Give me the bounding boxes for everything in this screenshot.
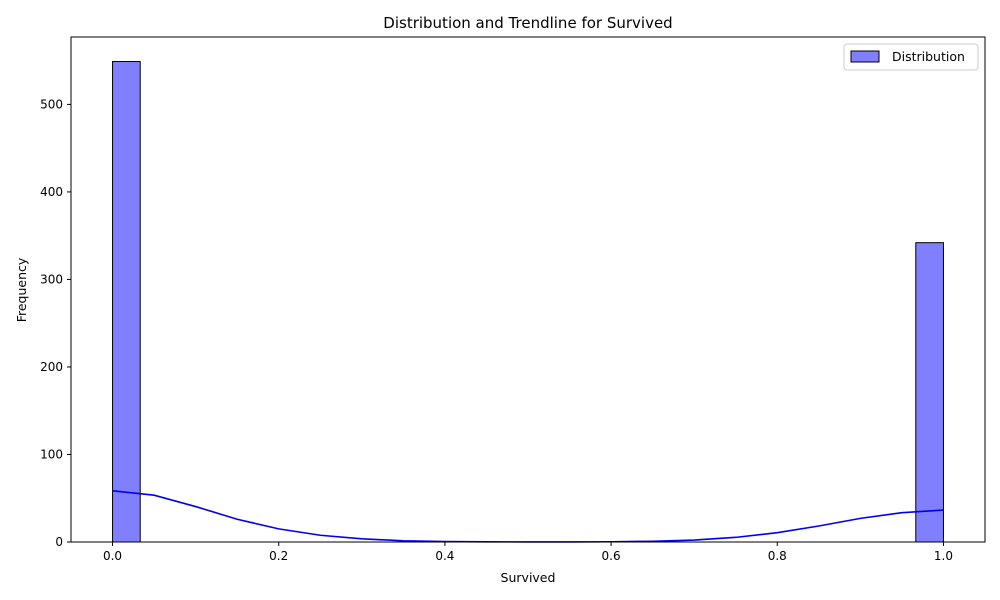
x-tick-label-0: 0.0 (103, 549, 122, 563)
y-tick-label-2: 200 (40, 360, 63, 374)
x-tick-label-1: 0.2 (269, 549, 288, 563)
x-tick-label-4: 0.8 (768, 549, 787, 563)
axes-frame (70, 36, 986, 543)
histogram-bar-1 (915, 242, 944, 543)
histogram-bar-0 (112, 61, 141, 543)
y-tick-label-0: 0 (55, 535, 63, 549)
x-tick-label-3: 0.6 (602, 549, 621, 563)
legend-label-distribution: Distribution (892, 49, 965, 64)
legend: Distribution (843, 43, 979, 71)
y-tick-label-1: 100 (40, 447, 63, 461)
x-tick-label-2: 0.4 (435, 549, 454, 563)
x-tick-label-5: 1.0 (934, 549, 953, 563)
legend-swatch (850, 50, 880, 63)
y-tick-label-3: 300 (40, 272, 63, 286)
chart-title: Distribution and Trendline for Survived (383, 14, 672, 32)
trendline-series (112, 490, 944, 543)
x-axis-label: Survived (501, 570, 556, 585)
y-tick-label-5: 500 (40, 97, 63, 111)
y-axis-label: Frequency (14, 257, 29, 322)
y-tick-label-4: 400 (40, 185, 63, 199)
plot-area: 0.0 0.2 0.4 0.6 0.8 1.0 0 100 200 300 400 500 (40, 36, 986, 563)
